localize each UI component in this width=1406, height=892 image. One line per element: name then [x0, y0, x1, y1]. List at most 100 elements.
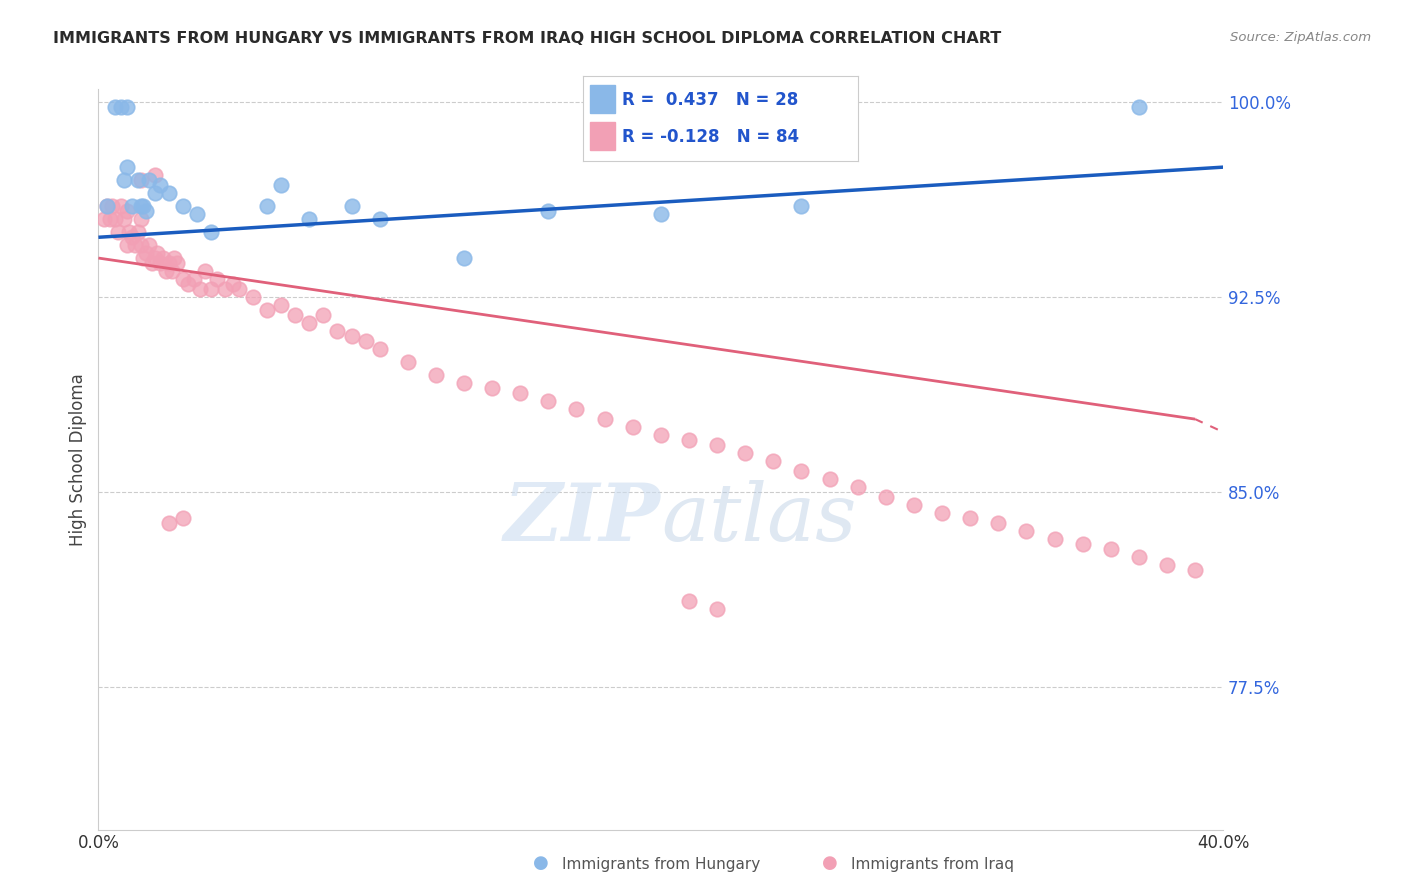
Point — [368, 212, 391, 227]
Text: R =  0.437   N = 28: R = 0.437 N = 28 — [621, 91, 799, 109]
Point — [135, 204, 157, 219]
Point — [706, 601, 728, 615]
Point — [129, 212, 152, 227]
Point — [1128, 549, 1150, 564]
Point — [121, 230, 143, 244]
Point — [214, 282, 236, 296]
Point — [110, 199, 132, 213]
Point — [132, 199, 155, 213]
Point — [354, 334, 377, 348]
Bar — [591, 122, 614, 151]
Point — [270, 298, 292, 312]
Point — [987, 516, 1010, 530]
Point — [818, 472, 841, 486]
Text: Immigrants from Hungary: Immigrants from Hungary — [562, 857, 761, 872]
Point — [790, 464, 813, 478]
Point — [172, 199, 194, 213]
Text: ●: ● — [821, 855, 838, 872]
Point — [177, 277, 200, 291]
Point — [166, 256, 188, 270]
Point — [368, 342, 391, 356]
Point — [903, 498, 925, 512]
Point — [593, 412, 616, 426]
Text: IMMIGRANTS FROM HUNGARY VS IMMIGRANTS FROM IRAQ HIGH SCHOOL DIPLOMA CORRELATION : IMMIGRANTS FROM HUNGARY VS IMMIGRANTS FR… — [53, 31, 1001, 46]
Point — [875, 490, 897, 504]
Point — [188, 282, 211, 296]
Point — [537, 393, 560, 408]
Point — [129, 173, 152, 187]
Point — [256, 303, 278, 318]
Point — [846, 480, 869, 494]
Point — [132, 251, 155, 265]
Point — [118, 225, 141, 239]
Point — [157, 256, 180, 270]
Text: Immigrants from Iraq: Immigrants from Iraq — [851, 857, 1014, 872]
Point — [121, 199, 143, 213]
Point — [565, 401, 588, 416]
Point — [706, 438, 728, 452]
Point — [228, 282, 250, 296]
Point — [200, 282, 222, 296]
Point — [172, 272, 194, 286]
Point — [127, 225, 149, 239]
Point — [734, 446, 756, 460]
Point — [172, 511, 194, 525]
Point — [678, 594, 700, 608]
Y-axis label: High School Diploma: High School Diploma — [69, 373, 87, 546]
Point — [138, 238, 160, 252]
Point — [481, 381, 503, 395]
Point — [93, 212, 115, 227]
Point — [1184, 563, 1206, 577]
Point — [396, 355, 419, 369]
Point — [115, 160, 138, 174]
Point — [143, 186, 166, 200]
Point — [284, 308, 307, 322]
Text: ●: ● — [533, 855, 550, 872]
Point — [256, 199, 278, 213]
Point — [270, 178, 292, 193]
Point — [222, 277, 245, 291]
Point — [1015, 524, 1038, 538]
Point — [155, 264, 177, 278]
Point — [1099, 541, 1122, 556]
Point — [509, 386, 531, 401]
Point — [1128, 100, 1150, 114]
Point — [931, 506, 953, 520]
Point — [1156, 558, 1178, 572]
Point — [135, 245, 157, 260]
Point — [143, 251, 166, 265]
Point — [194, 264, 217, 278]
Point — [143, 168, 166, 182]
Text: ZIP: ZIP — [503, 480, 661, 558]
Point — [1043, 532, 1066, 546]
Point — [340, 199, 363, 213]
Point — [107, 225, 129, 239]
Point — [242, 290, 264, 304]
Point — [205, 272, 228, 286]
Point — [141, 256, 163, 270]
Point — [453, 376, 475, 390]
Point — [1071, 537, 1094, 551]
Point — [104, 212, 127, 227]
Point — [326, 324, 349, 338]
Point — [453, 251, 475, 265]
Point — [650, 427, 672, 442]
Point — [104, 100, 127, 114]
Point — [762, 453, 785, 467]
Point — [157, 516, 180, 530]
Point — [340, 329, 363, 343]
Point — [157, 186, 180, 200]
Point — [146, 245, 169, 260]
Point — [124, 238, 146, 252]
Point — [425, 368, 447, 382]
Point — [163, 251, 186, 265]
Point — [112, 212, 135, 227]
Text: atlas: atlas — [661, 480, 856, 558]
Point — [129, 199, 152, 213]
Text: R = -0.128   N = 84: R = -0.128 N = 84 — [621, 128, 799, 145]
Point — [115, 238, 138, 252]
Point — [115, 204, 138, 219]
Point — [183, 272, 205, 286]
Point — [96, 199, 118, 213]
Point — [298, 316, 321, 330]
